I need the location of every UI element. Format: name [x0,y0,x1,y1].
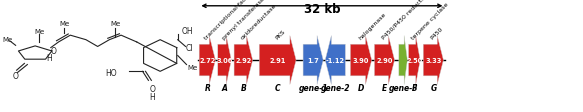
Polygon shape [350,36,372,85]
Text: 2.92: 2.92 [235,57,252,64]
Text: F: F [412,83,417,92]
Text: 1.7: 1.7 [307,57,319,64]
Text: PKS: PKS [274,29,286,40]
Polygon shape [325,36,345,85]
Text: E: E [382,83,387,92]
Polygon shape [218,36,231,85]
Polygon shape [199,36,216,85]
Text: Me: Me [59,21,69,27]
Text: HO: HO [106,68,117,77]
Text: 32 kb: 32 kb [304,3,340,16]
Text: 2.72: 2.72 [199,57,216,64]
Text: 3.33: 3.33 [425,57,441,64]
Text: OH: OH [182,27,193,36]
Text: H: H [46,54,52,63]
Text: gene-3: gene-3 [388,83,418,92]
Text: gene-1: gene-1 [298,83,328,92]
Text: R: R [205,83,210,92]
Text: Cl: Cl [185,44,193,53]
Text: G: G [430,83,437,92]
Polygon shape [409,36,420,85]
Text: 2.50: 2.50 [406,57,423,64]
Polygon shape [259,36,296,85]
Text: C: C [275,83,280,92]
Text: O: O [13,72,19,81]
Text: B: B [240,83,246,92]
Text: 3.90: 3.90 [353,57,369,64]
Text: 2.90: 2.90 [376,57,393,64]
Text: D: D [358,83,364,92]
Polygon shape [423,36,444,85]
Text: Me: Me [110,21,120,27]
Text: oxidoreductase: oxidoreductase [240,3,278,40]
Polygon shape [374,36,395,85]
Text: Me: Me [3,36,13,42]
Polygon shape [234,36,252,85]
Text: terpene cyclase: terpene cyclase [411,2,450,40]
Text: Me: Me [188,64,198,70]
Text: H: H [149,92,155,101]
Text: transcriptional factor: transcriptional factor [204,0,254,40]
Text: P450: P450 [430,26,444,40]
Text: A: A [222,83,227,92]
Text: 2.91: 2.91 [269,57,286,64]
Text: prenyl transferase: prenyl transferase [221,0,265,40]
Text: halogenase: halogenase [357,11,387,40]
Text: O: O [51,47,57,56]
Text: gene-2: gene-2 [321,83,350,92]
Text: O: O [149,84,155,93]
Text: P450/P450 reductase: P450/P450 reductase [381,0,431,40]
Polygon shape [399,36,408,85]
Text: Me: Me [34,28,44,34]
Text: -1.12: -1.12 [326,57,345,64]
Text: 3.06: 3.06 [216,57,233,64]
Polygon shape [303,36,323,85]
